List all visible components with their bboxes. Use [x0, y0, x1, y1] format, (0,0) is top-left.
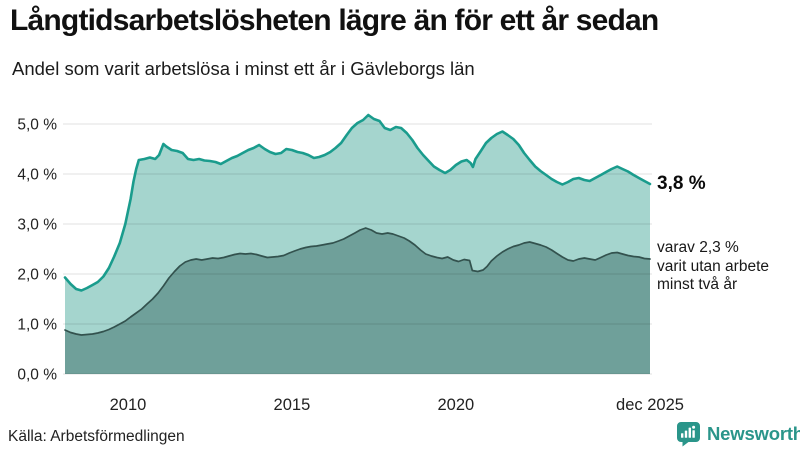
newsworthy-wordmark: Newsworthy	[707, 423, 800, 444]
svg-text:2015: 2015	[274, 396, 311, 414]
series-annotation-two-years: varav 2,3 % varit utan arbete minst två …	[657, 239, 769, 295]
source-note: Källa: Arbetsförmedlingen	[8, 428, 185, 445]
svg-text:3,0 %: 3,0 %	[17, 217, 57, 234]
svg-text:4,0 %: 4,0 %	[17, 167, 57, 184]
chart-subtitle: Andel som varit arbetslösa i minst ett å…	[12, 58, 475, 79]
page-title: Långtidsarbetslösheten lägre än för ett …	[10, 4, 659, 37]
svg-text:2010: 2010	[110, 396, 147, 414]
svg-text:2020: 2020	[438, 396, 475, 414]
svg-text:2,0 %: 2,0 %	[17, 267, 57, 284]
newsworthy-logo: Newsworthy	[676, 421, 800, 447]
annotation-line: minst två år	[657, 276, 738, 293]
svg-text:0,0 %: 0,0 %	[17, 367, 57, 384]
svg-text:dec 2025: dec 2025	[616, 396, 684, 414]
annotation-line: varit utan arbete	[657, 257, 770, 275]
newsworthy-icon	[677, 422, 700, 447]
svg-text:1,0 %: 1,0 %	[17, 317, 57, 334]
svg-text:5,0 %: 5,0 %	[17, 117, 57, 134]
series-end-label-total: 3,8 %	[657, 173, 706, 194]
annotation-line: varav 2,3 %	[657, 239, 739, 256]
